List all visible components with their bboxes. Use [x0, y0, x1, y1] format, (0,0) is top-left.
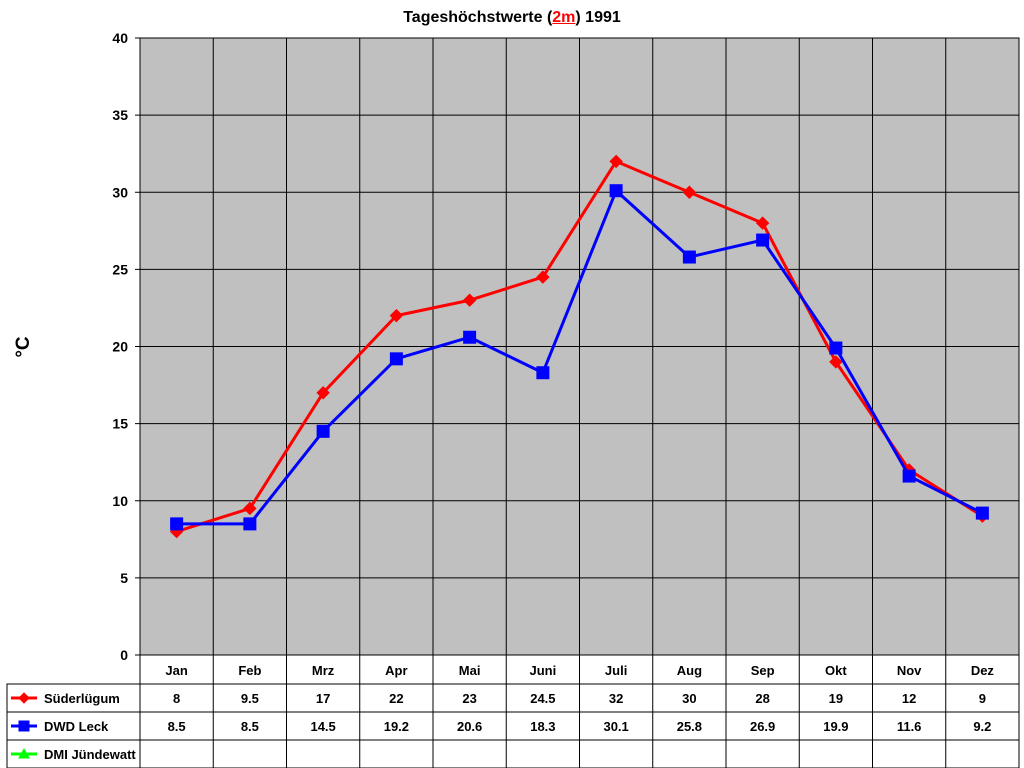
table-value: 22 [389, 691, 403, 706]
legend-marker [18, 747, 30, 759]
x-category-label: Mai [459, 663, 481, 678]
table-value: 30 [682, 691, 696, 706]
data-point [243, 517, 257, 531]
table-value: 32 [609, 691, 623, 706]
x-category-label: Dez [971, 663, 995, 678]
data-point [682, 250, 696, 264]
table-value: 19 [829, 691, 843, 706]
data-point [316, 386, 330, 400]
legend-marker [18, 720, 30, 732]
data-point [829, 355, 843, 369]
data-point [389, 352, 403, 366]
table-value: 28 [755, 691, 769, 706]
y-tick-label: 5 [120, 570, 128, 586]
y-tick-label: 30 [112, 184, 128, 200]
data-point [536, 270, 550, 284]
y-tick-label: 10 [112, 493, 128, 509]
data-point [902, 469, 916, 483]
table-value: 14.5 [310, 719, 335, 734]
table-value: 8.5 [241, 719, 259, 734]
x-category-label: Juni [530, 663, 557, 678]
table-value: 24.5 [530, 691, 555, 706]
table-value: 26.9 [750, 719, 775, 734]
chart-title-suffix: ) 1991 [575, 9, 621, 26]
y-tick-label: 20 [112, 339, 128, 355]
legend-label: DWD Leck [44, 719, 109, 734]
y-tick-label: 0 [120, 647, 128, 663]
data-point [756, 233, 770, 247]
table-value: 25.8 [677, 719, 702, 734]
series-line [176, 159, 984, 534]
data-point [829, 341, 843, 355]
table-value: 12 [902, 691, 916, 706]
y-tick-label: 25 [112, 261, 128, 277]
table-value: 8 [173, 691, 180, 706]
data-point [170, 517, 184, 531]
x-category-label: Mrz [312, 663, 335, 678]
chart-title-prefix: Tageshöchstwerte ( [403, 9, 553, 26]
data-point [536, 366, 550, 380]
table-value: 17 [316, 691, 330, 706]
y-tick-label: 40 [112, 30, 128, 46]
y-tick-label: 35 [112, 107, 128, 123]
x-category-label: Okt [825, 663, 847, 678]
table-value: 9.2 [973, 719, 991, 734]
y-tick-label: 15 [112, 416, 128, 432]
data-point [609, 184, 623, 198]
table-value: 9.5 [241, 691, 259, 706]
x-category-label: Jan [165, 663, 187, 678]
table-value: 11.6 [897, 719, 922, 734]
x-category-label: Feb [238, 663, 261, 678]
table-value: 23 [462, 691, 476, 706]
data-point [243, 501, 257, 516]
x-category-label: Nov [897, 663, 922, 678]
table-value: 18.3 [530, 719, 555, 734]
table-value: 9 [979, 691, 986, 706]
data-point [682, 185, 697, 199]
data-point [975, 506, 989, 520]
x-category-label: Aug [677, 663, 702, 678]
table-value: 19.9 [823, 719, 848, 734]
data-point [389, 308, 404, 323]
data-point [462, 293, 477, 307]
table-value: 19.2 [384, 719, 409, 734]
data-point [609, 154, 623, 169]
series-line [176, 189, 984, 526]
data-point [755, 216, 770, 230]
x-category-label: Sep [751, 663, 775, 678]
data-point [316, 424, 330, 438]
table-value: 8.5 [168, 719, 186, 734]
table-value: 30.1 [603, 719, 628, 734]
chart-title: Tageshöchstwerte (2m) 1991 [0, 9, 1024, 27]
legend-label: DMI Jündewatt [44, 747, 136, 762]
legend-marker [18, 692, 30, 704]
table-value: 20.6 [457, 719, 482, 734]
x-category-label: Apr [385, 663, 407, 678]
chart-title-highlight: 2m [552, 9, 576, 26]
data-point [463, 330, 477, 344]
legend-label: Süderlügum [44, 691, 120, 706]
x-category-label: Juli [605, 663, 627, 678]
